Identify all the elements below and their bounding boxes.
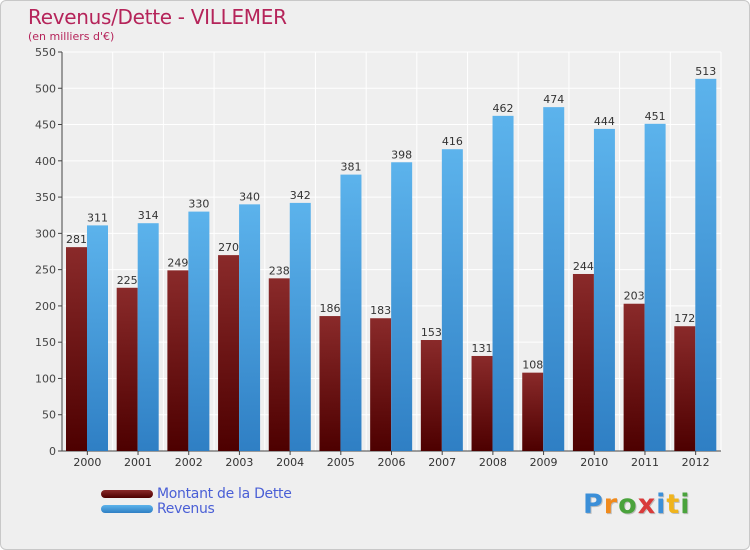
logo-letter: t [666, 489, 681, 520]
y-tick-label: 100 [35, 372, 56, 385]
logo-letter: o [618, 489, 638, 520]
x-tick-label: 2003 [225, 456, 253, 469]
data-label-revenus-2012: 513 [695, 65, 716, 78]
data-label-revenus-2011: 451 [645, 110, 666, 123]
axes: 0 50 100 150 200 250 300 350 400 450 500 550 2000 200… [35, 46, 721, 469]
bar-revenus-2007 [441, 149, 463, 451]
x-tick-label: 2000 [73, 456, 101, 469]
proxiti-logo: Proxiti [583, 489, 691, 520]
bar-dette-2003 [218, 255, 240, 451]
data-label-dette-2003: 270 [218, 241, 239, 254]
bar-revenus-2003 [239, 204, 261, 451]
legend-swatch-dette [101, 490, 153, 498]
bar-dette-2001 [116, 287, 138, 451]
data-label-revenus-2007: 416 [442, 135, 463, 148]
y-tick-label: 200 [35, 300, 56, 313]
logo-letter: i [656, 489, 667, 520]
bar-revenus-2012 [695, 78, 717, 451]
data-label-dette-2011: 203 [624, 290, 645, 303]
data-label-revenus-2009: 474 [543, 93, 564, 106]
data-label-revenus-2005: 381 [340, 161, 361, 174]
bar-dette-2008 [471, 355, 493, 451]
data-label-revenus-2006: 398 [391, 148, 412, 161]
data-label-dette-2012: 172 [674, 312, 695, 325]
bar-revenus-2004 [289, 202, 311, 451]
data-label-revenus-2001: 314 [138, 209, 159, 222]
bar-dette-2009 [522, 372, 544, 451]
bar-revenus-2009 [543, 107, 565, 451]
data-label-revenus-2008: 462 [493, 102, 514, 115]
x-tick-label: 2001 [124, 456, 152, 469]
chart-subtitle: (en milliers d'€) [28, 30, 115, 43]
logo-letter: i [680, 489, 691, 520]
bar-dette-2004 [268, 278, 290, 451]
data-label-revenus-2002: 330 [188, 198, 209, 211]
x-tick-label: 2005 [327, 456, 355, 469]
y-tick-label: 0 [49, 445, 56, 458]
data-label-dette-2005: 186 [319, 302, 340, 315]
logo-letter: P [583, 489, 604, 520]
bar-dette-2002 [167, 270, 189, 451]
bar-revenus-2005 [340, 174, 362, 452]
data-label-dette-2006: 183 [370, 304, 391, 317]
y-tick-label: 450 [35, 119, 56, 132]
x-tick-label: 2002 [175, 456, 203, 469]
y-tick-label: 50 [42, 409, 56, 422]
bar-dette-2000 [66, 247, 87, 451]
data-label-dette-2008: 131 [472, 342, 493, 355]
legend-label-dette: Montant de la Dette [157, 486, 292, 502]
bar-revenus-2011 [644, 123, 666, 451]
y-tick-label: 500 [35, 82, 56, 95]
x-tick-label: 2010 [580, 456, 608, 469]
x-tick-label: 2006 [378, 456, 406, 469]
bar-revenus-2001 [137, 223, 159, 451]
bar-dette-2011 [623, 303, 645, 451]
bar-revenus-2006 [391, 162, 413, 451]
bar-dette-2012 [674, 326, 696, 451]
bar-revenus-2000 [87, 225, 108, 451]
bar-revenus-2008 [492, 115, 514, 451]
y-tick-label: 400 [35, 155, 56, 168]
bar-revenus-2002 [188, 211, 210, 451]
bar-dette-2006 [370, 318, 392, 451]
logo-letter: x [637, 489, 657, 520]
y-tick-label: 300 [35, 227, 56, 240]
data-label-dette-2004: 238 [269, 264, 290, 277]
data-label-dette-2007: 153 [421, 326, 442, 339]
x-tick-label: 2004 [276, 456, 304, 469]
y-tick-label: 150 [35, 336, 56, 349]
data-label-revenus-2010: 444 [594, 115, 615, 128]
bar-dette-2005 [319, 316, 341, 451]
data-label-revenus-2003: 340 [239, 190, 260, 203]
x-tick-label: 2008 [479, 456, 507, 469]
data-label-revenus-2004: 342 [290, 189, 311, 202]
y-tick-label: 250 [35, 264, 56, 277]
x-tick-label: 2011 [631, 456, 659, 469]
legend-swatch-revenus [101, 505, 153, 513]
legend-label-revenus: Revenus [157, 501, 215, 517]
data-label-dette-2001: 225 [117, 274, 138, 287]
chart-title: Revenus/Dette - VILLEMER [28, 5, 287, 29]
data-label-dette-2000: 281 [66, 233, 87, 246]
y-tick-label: 550 [35, 46, 56, 59]
x-tick-label: 2009 [530, 456, 558, 469]
data-label-revenus-2000: 311 [87, 211, 108, 224]
logo-letter: r [603, 489, 619, 520]
bar-dette-2010 [572, 273, 594, 451]
data-label-dette-2009: 108 [522, 359, 543, 372]
bar-dette-2007 [420, 340, 442, 451]
x-tick-label: 2012 [682, 456, 710, 469]
data-label-dette-2010: 244 [573, 260, 594, 273]
bar-revenus-2010 [593, 128, 615, 451]
data-label-dette-2002: 249 [167, 256, 188, 269]
x-tick-label: 2007 [428, 456, 456, 469]
y-tick-label: 350 [35, 191, 56, 204]
bars [66, 78, 717, 452]
